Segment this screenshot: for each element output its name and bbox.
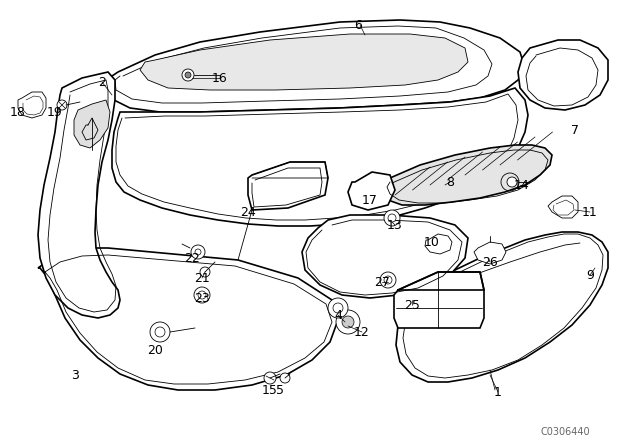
Text: 10: 10	[424, 236, 440, 249]
Polygon shape	[348, 172, 395, 210]
Text: 9: 9	[586, 268, 594, 281]
Text: 14: 14	[514, 178, 530, 191]
Circle shape	[182, 69, 194, 81]
Text: 3: 3	[71, 369, 79, 382]
Text: 18: 18	[10, 105, 26, 119]
Text: 2: 2	[98, 76, 106, 89]
Text: 21: 21	[194, 271, 210, 284]
Polygon shape	[108, 20, 525, 112]
Polygon shape	[74, 100, 110, 148]
Polygon shape	[382, 145, 552, 205]
Text: 20: 20	[147, 344, 163, 357]
Polygon shape	[396, 232, 608, 382]
Polygon shape	[140, 34, 468, 90]
Polygon shape	[302, 215, 468, 298]
Text: 27: 27	[374, 276, 390, 289]
Text: 1: 1	[494, 385, 502, 399]
Circle shape	[380, 272, 396, 288]
Polygon shape	[474, 242, 506, 264]
Text: 25: 25	[404, 298, 420, 311]
Text: 22: 22	[184, 251, 200, 264]
Circle shape	[194, 287, 210, 303]
Circle shape	[185, 72, 191, 78]
Polygon shape	[248, 162, 328, 210]
Text: 26: 26	[482, 255, 498, 268]
Text: 16: 16	[212, 72, 228, 85]
Polygon shape	[38, 72, 120, 318]
Text: 13: 13	[387, 219, 403, 232]
Text: 17: 17	[362, 194, 378, 207]
Circle shape	[328, 298, 348, 318]
Circle shape	[342, 316, 354, 328]
Circle shape	[150, 322, 170, 342]
Text: 8: 8	[446, 176, 454, 189]
Text: 7: 7	[571, 124, 579, 137]
Circle shape	[191, 245, 205, 259]
Text: 4: 4	[334, 309, 342, 322]
Text: 11: 11	[582, 206, 598, 219]
Polygon shape	[548, 196, 578, 218]
Polygon shape	[112, 88, 528, 226]
Text: 24: 24	[240, 206, 256, 219]
Text: 15: 15	[262, 383, 278, 396]
Polygon shape	[18, 92, 46, 118]
Polygon shape	[38, 248, 338, 390]
Circle shape	[507, 177, 517, 187]
Text: 6: 6	[354, 18, 362, 31]
Text: 23: 23	[194, 292, 210, 305]
Circle shape	[280, 373, 290, 383]
Polygon shape	[394, 272, 484, 328]
Circle shape	[336, 310, 360, 334]
Circle shape	[384, 210, 400, 226]
Text: 19: 19	[47, 105, 63, 119]
Circle shape	[57, 100, 67, 110]
Text: 5: 5	[276, 383, 284, 396]
Polygon shape	[425, 234, 452, 254]
Circle shape	[200, 267, 210, 277]
Text: 12: 12	[354, 326, 370, 339]
Text: C0306440: C0306440	[540, 427, 590, 437]
Polygon shape	[518, 40, 608, 110]
Circle shape	[264, 372, 276, 384]
